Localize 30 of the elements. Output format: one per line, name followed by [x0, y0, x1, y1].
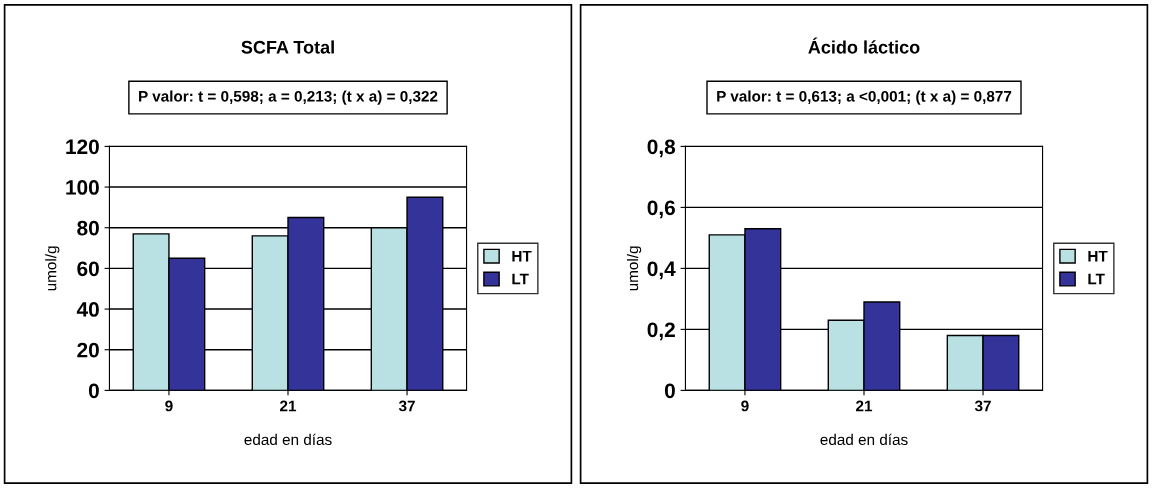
x-axis-title: edad en días — [244, 433, 332, 446]
legend-label: HT — [512, 250, 532, 262]
y-tick-label: 0,8 — [647, 139, 676, 158]
x-tick-label: 37 — [398, 400, 415, 412]
y-tick-label: 100 — [66, 180, 99, 195]
chart-title: Ácido láctico — [808, 37, 920, 54]
y-tick-label: 20 — [77, 342, 99, 358]
legend-label: HT — [1088, 250, 1108, 262]
y-tick-label: 120 — [66, 139, 99, 155]
x-tick-label: 21 — [856, 400, 873, 412]
chart-title: SCFA Total — [241, 40, 334, 54]
legend-label: LT — [1088, 273, 1105, 285]
y-tick-label: 0,6 — [647, 200, 675, 219]
x-tick-label: 9 — [741, 400, 749, 412]
y-axis-title: umol/g — [626, 246, 642, 291]
y-tick-label: 0,2 — [647, 322, 675, 341]
y-tick-label: 80 — [77, 220, 99, 236]
y-tick-label: 0,4 — [647, 261, 676, 280]
chart-subtitle: P valor: t = 0,598; a = 0,213; (t x a) = 0,322 — [139, 90, 438, 105]
y-tick-label: 0 — [88, 383, 99, 399]
chart-subtitle: P valor: t = 0,613; a <0,001; (t x a) = 0,877 — [717, 90, 1012, 105]
y-axis-title: umol/g — [45, 246, 60, 291]
y-tick-label: 40 — [76, 302, 99, 317]
x-tick-label: 37 — [974, 400, 991, 412]
y-tick-label: 0 — [664, 383, 675, 399]
x-tick-label: 9 — [165, 400, 173, 412]
x-tick-label: 21 — [280, 400, 297, 412]
legend-label: LT — [512, 273, 529, 285]
y-tick-label: 60 — [77, 261, 99, 277]
x-axis-title: edad en días — [820, 433, 908, 446]
